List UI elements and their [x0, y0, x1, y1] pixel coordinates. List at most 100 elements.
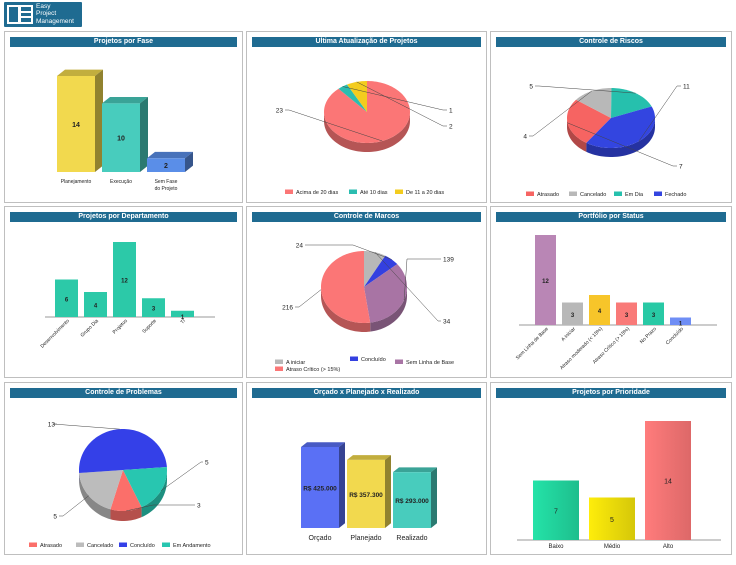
panel-projetos-por-prioridade: Projetos por Prioridade 7 Baixo 5 Médio 14 Al… [490, 382, 732, 555]
legend-label: Até 10 dias [360, 190, 388, 196]
bar-value-label: 3 [152, 307, 156, 313]
bar-side [431, 467, 437, 528]
callout-line [59, 495, 89, 517]
legend-label: Atrasado [537, 192, 559, 198]
legend-label: Concluído [361, 357, 386, 363]
bar [393, 472, 431, 528]
pie-value-label: 11 [683, 84, 690, 91]
legend-swatch [350, 356, 358, 361]
bar-value-label: 7 [554, 508, 558, 515]
pie-value-label: 23 [276, 108, 284, 115]
bar-value-label: 6 [65, 297, 69, 303]
category-label: TI [180, 318, 187, 325]
bar [102, 103, 140, 172]
panel-title: Controle de Riscos [496, 37, 726, 47]
pie-slice-side [567, 118, 587, 152]
bar [589, 295, 610, 325]
bar-value-label: 3 [652, 313, 656, 319]
bar-value-label: 1 [679, 322, 683, 328]
bar [55, 279, 78, 317]
logo-mark-icon [7, 5, 33, 24]
legend-swatch [395, 359, 403, 364]
bar-value-label: R$ 357.300 [349, 492, 383, 499]
legend-label: Concluído [130, 543, 155, 549]
app-logo[interactable]: Easy Project Management [4, 2, 82, 27]
bar [535, 235, 556, 325]
pie-value-label: 13 [48, 422, 56, 429]
panel-title: Ultima Atualização de Projetos [252, 37, 481, 47]
bar-value-label: 14 [72, 122, 80, 129]
bar [670, 317, 691, 325]
bar-value-label: 4 [598, 309, 602, 315]
callout-line [126, 504, 195, 512]
panel-title: Controle de Problemas [10, 388, 237, 398]
category-label: Planejamento [61, 179, 92, 185]
category-label: Orçado [309, 535, 332, 542]
chart-controle-de-riscos: 7 4 5 11 Atrasado Cancelado Em Dia Fechado [523, 84, 690, 199]
legend-label: Atrasado [40, 543, 62, 549]
bar-value-label: 10 [117, 136, 125, 143]
logo-line-1: Easy [36, 3, 51, 10]
logo-line-3: Management [36, 17, 74, 25]
legend-swatch [349, 189, 357, 194]
category-label: Sem Fase [155, 179, 178, 185]
chart-projetos-por-departamento: 6 Desenvolvimento 4 Grupo Dia 12 Projetos 3 Sup… [40, 242, 215, 350]
bar [589, 497, 635, 540]
pie-slice [338, 84, 367, 112]
callout-line [342, 86, 447, 111]
callout-line [638, 85, 681, 142]
bar [171, 310, 194, 317]
pie-slice-side [79, 473, 111, 520]
legend-swatch [654, 191, 662, 196]
pie-value-label: 34 [443, 319, 451, 326]
bar-side [140, 97, 148, 172]
pie-slice [110, 470, 142, 511]
bar-value-label: R$ 293.000 [395, 498, 429, 505]
bar-value-label: R$ 425.000 [303, 486, 337, 493]
chart-controle-de-marcos: 34 24 139 216 A iniciar Concluído Sem Linha de… [275, 243, 454, 373]
pie-slice [123, 466, 167, 508]
bar-value-label: 2 [164, 163, 168, 170]
panel-controle-de-marcos: Controle de Marcos 34 24 139 216 A iniciar Co… [246, 206, 487, 378]
legend-label: Em Dia [625, 192, 644, 198]
legend-swatch [275, 359, 283, 364]
bar-value-label: 3 [571, 313, 575, 319]
category-label: Desenvolvimento [40, 318, 72, 350]
legend-label: Fechado [665, 192, 686, 198]
bar-value-label: 5 [610, 517, 614, 524]
legend-label: A iniciar [286, 360, 305, 366]
legend-swatch [275, 366, 283, 371]
bar [142, 298, 165, 317]
bar-value-label: 1 [181, 315, 185, 321]
category-label: Sem Linha de Base [515, 326, 550, 361]
bar-value-label: 3 [625, 313, 629, 319]
pie-slice [321, 251, 371, 323]
panel-projetos-por-departamento: Projetos por Departamento 6 Desenvolvimen… [4, 206, 243, 378]
bar [562, 302, 583, 325]
bar [147, 158, 185, 172]
pie-value-label: 7 [679, 164, 683, 171]
category-label: Médio [604, 544, 621, 550]
bar-side [185, 151, 193, 172]
bar [643, 302, 664, 325]
legend-swatch [162, 542, 170, 547]
panel-controle-de-problemas: Controle de Problemas 3 5 13 5 Atrasado Cance… [4, 382, 243, 555]
category-label: Baixo [548, 544, 564, 550]
legend-swatch [29, 542, 37, 547]
callout-line [305, 244, 392, 260]
panel-title: Projetos por Departamento [10, 212, 237, 222]
bar-side [339, 442, 345, 528]
legend-swatch [395, 189, 403, 194]
bar [301, 447, 339, 528]
panel-projetos-por-fase: Projetos por Fase 14 Planejamento 10 Execuç… [4, 31, 243, 203]
pie-slice-side [141, 470, 167, 518]
callout-line [160, 461, 203, 491]
chart-ultima-atualizacao: 23 1 2 Acima de 20 dias Até 10 dias De 11 a 2… [276, 81, 453, 196]
callout-line [295, 289, 322, 308]
bar-top [301, 442, 345, 447]
callout-line [285, 109, 383, 142]
bar-value-label: 14 [664, 479, 672, 486]
pie-slice [567, 99, 611, 143]
pie-slice [576, 88, 612, 118]
